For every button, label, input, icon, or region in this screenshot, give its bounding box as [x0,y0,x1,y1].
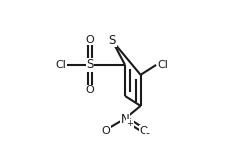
Text: O: O [102,126,110,136]
Text: S: S [109,34,116,47]
Text: +: + [126,119,133,128]
Text: Cl: Cl [157,60,168,70]
Text: -: - [146,128,150,138]
Text: S: S [86,58,93,71]
Text: O: O [85,35,94,44]
Text: Cl: Cl [55,60,66,70]
Text: N: N [121,113,129,126]
Text: O: O [139,126,148,136]
Text: O: O [85,85,94,95]
